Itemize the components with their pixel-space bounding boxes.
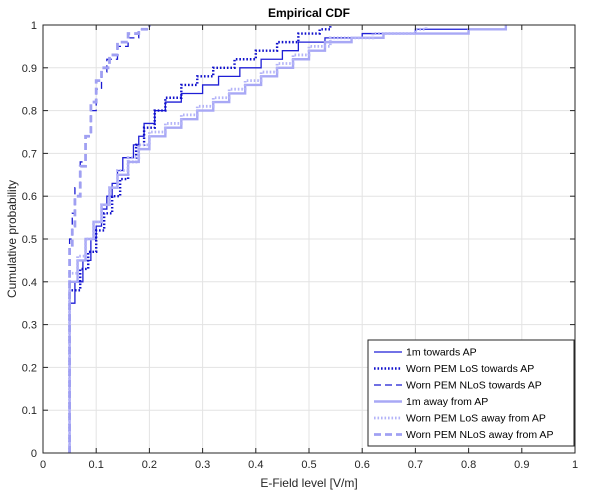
- legend: 1m towards AP Worn PEM LoS towards AP Worn…: [367, 339, 575, 447]
- legend-box: [367, 339, 575, 447]
- x-axis-label: E-Field level [V/m]: [260, 476, 357, 490]
- series-line-6: [68, 25, 151, 453]
- series-group: [68, 25, 508, 453]
- series-line-1: [68, 25, 507, 453]
- x-tick-label: 0.7: [408, 459, 423, 471]
- x-tick-label: 0.8: [461, 459, 476, 471]
- y-tick-label: 0: [31, 448, 37, 460]
- x-tick-label: 0.5: [301, 459, 316, 471]
- y-tick-label: 0.7: [22, 148, 37, 160]
- x-ticks: 0 0.1 0.2 0.3 0.4 0.5 0.6 0.7 0.8 0.9 1: [40, 25, 578, 471]
- series-line-2: [68, 25, 332, 453]
- y-tick-label: 0.6: [22, 191, 37, 203]
- x-tick-label: 0.2: [142, 459, 157, 471]
- x-tick-label: 1: [572, 459, 578, 471]
- x-tick-label: 0: [40, 459, 46, 471]
- y-tick-label: 0.3: [22, 320, 37, 332]
- legend-label-4: 1m away from AP: [406, 396, 488, 408]
- legend-label-1: 1m towards AP: [406, 347, 477, 359]
- x-tick-label: 0.9: [514, 459, 529, 471]
- legend-label-3: Worn PEM NLoS towards AP: [406, 380, 542, 392]
- y-tick-label: 0.1: [22, 405, 37, 417]
- x-tick-label: 0.3: [195, 459, 210, 471]
- chart-title: Empirical CDF: [268, 6, 350, 20]
- legend-label-6: Worn PEM NLoS away from AP: [406, 429, 553, 441]
- y-tick-label: 0.8: [22, 106, 37, 118]
- legend-label-5: Worn PEM LoS away from AP: [406, 413, 546, 425]
- series-line-5: [68, 25, 428, 453]
- y-tick-label: 0.4: [22, 277, 37, 289]
- legend-label-2: Worn PEM LoS towards AP: [406, 363, 534, 375]
- y-tick-label: 0.2: [22, 362, 37, 374]
- y-axis-label: Cumulative probability: [5, 180, 19, 298]
- y-tick-label: 0.5: [22, 234, 37, 246]
- y-tick-label: 0.9: [22, 63, 37, 75]
- x-tick-label: 0.4: [248, 459, 263, 471]
- y-tick-label: 1: [31, 20, 37, 32]
- x-tick-label: 0.1: [89, 459, 104, 471]
- x-tick-label: 0.6: [355, 459, 370, 471]
